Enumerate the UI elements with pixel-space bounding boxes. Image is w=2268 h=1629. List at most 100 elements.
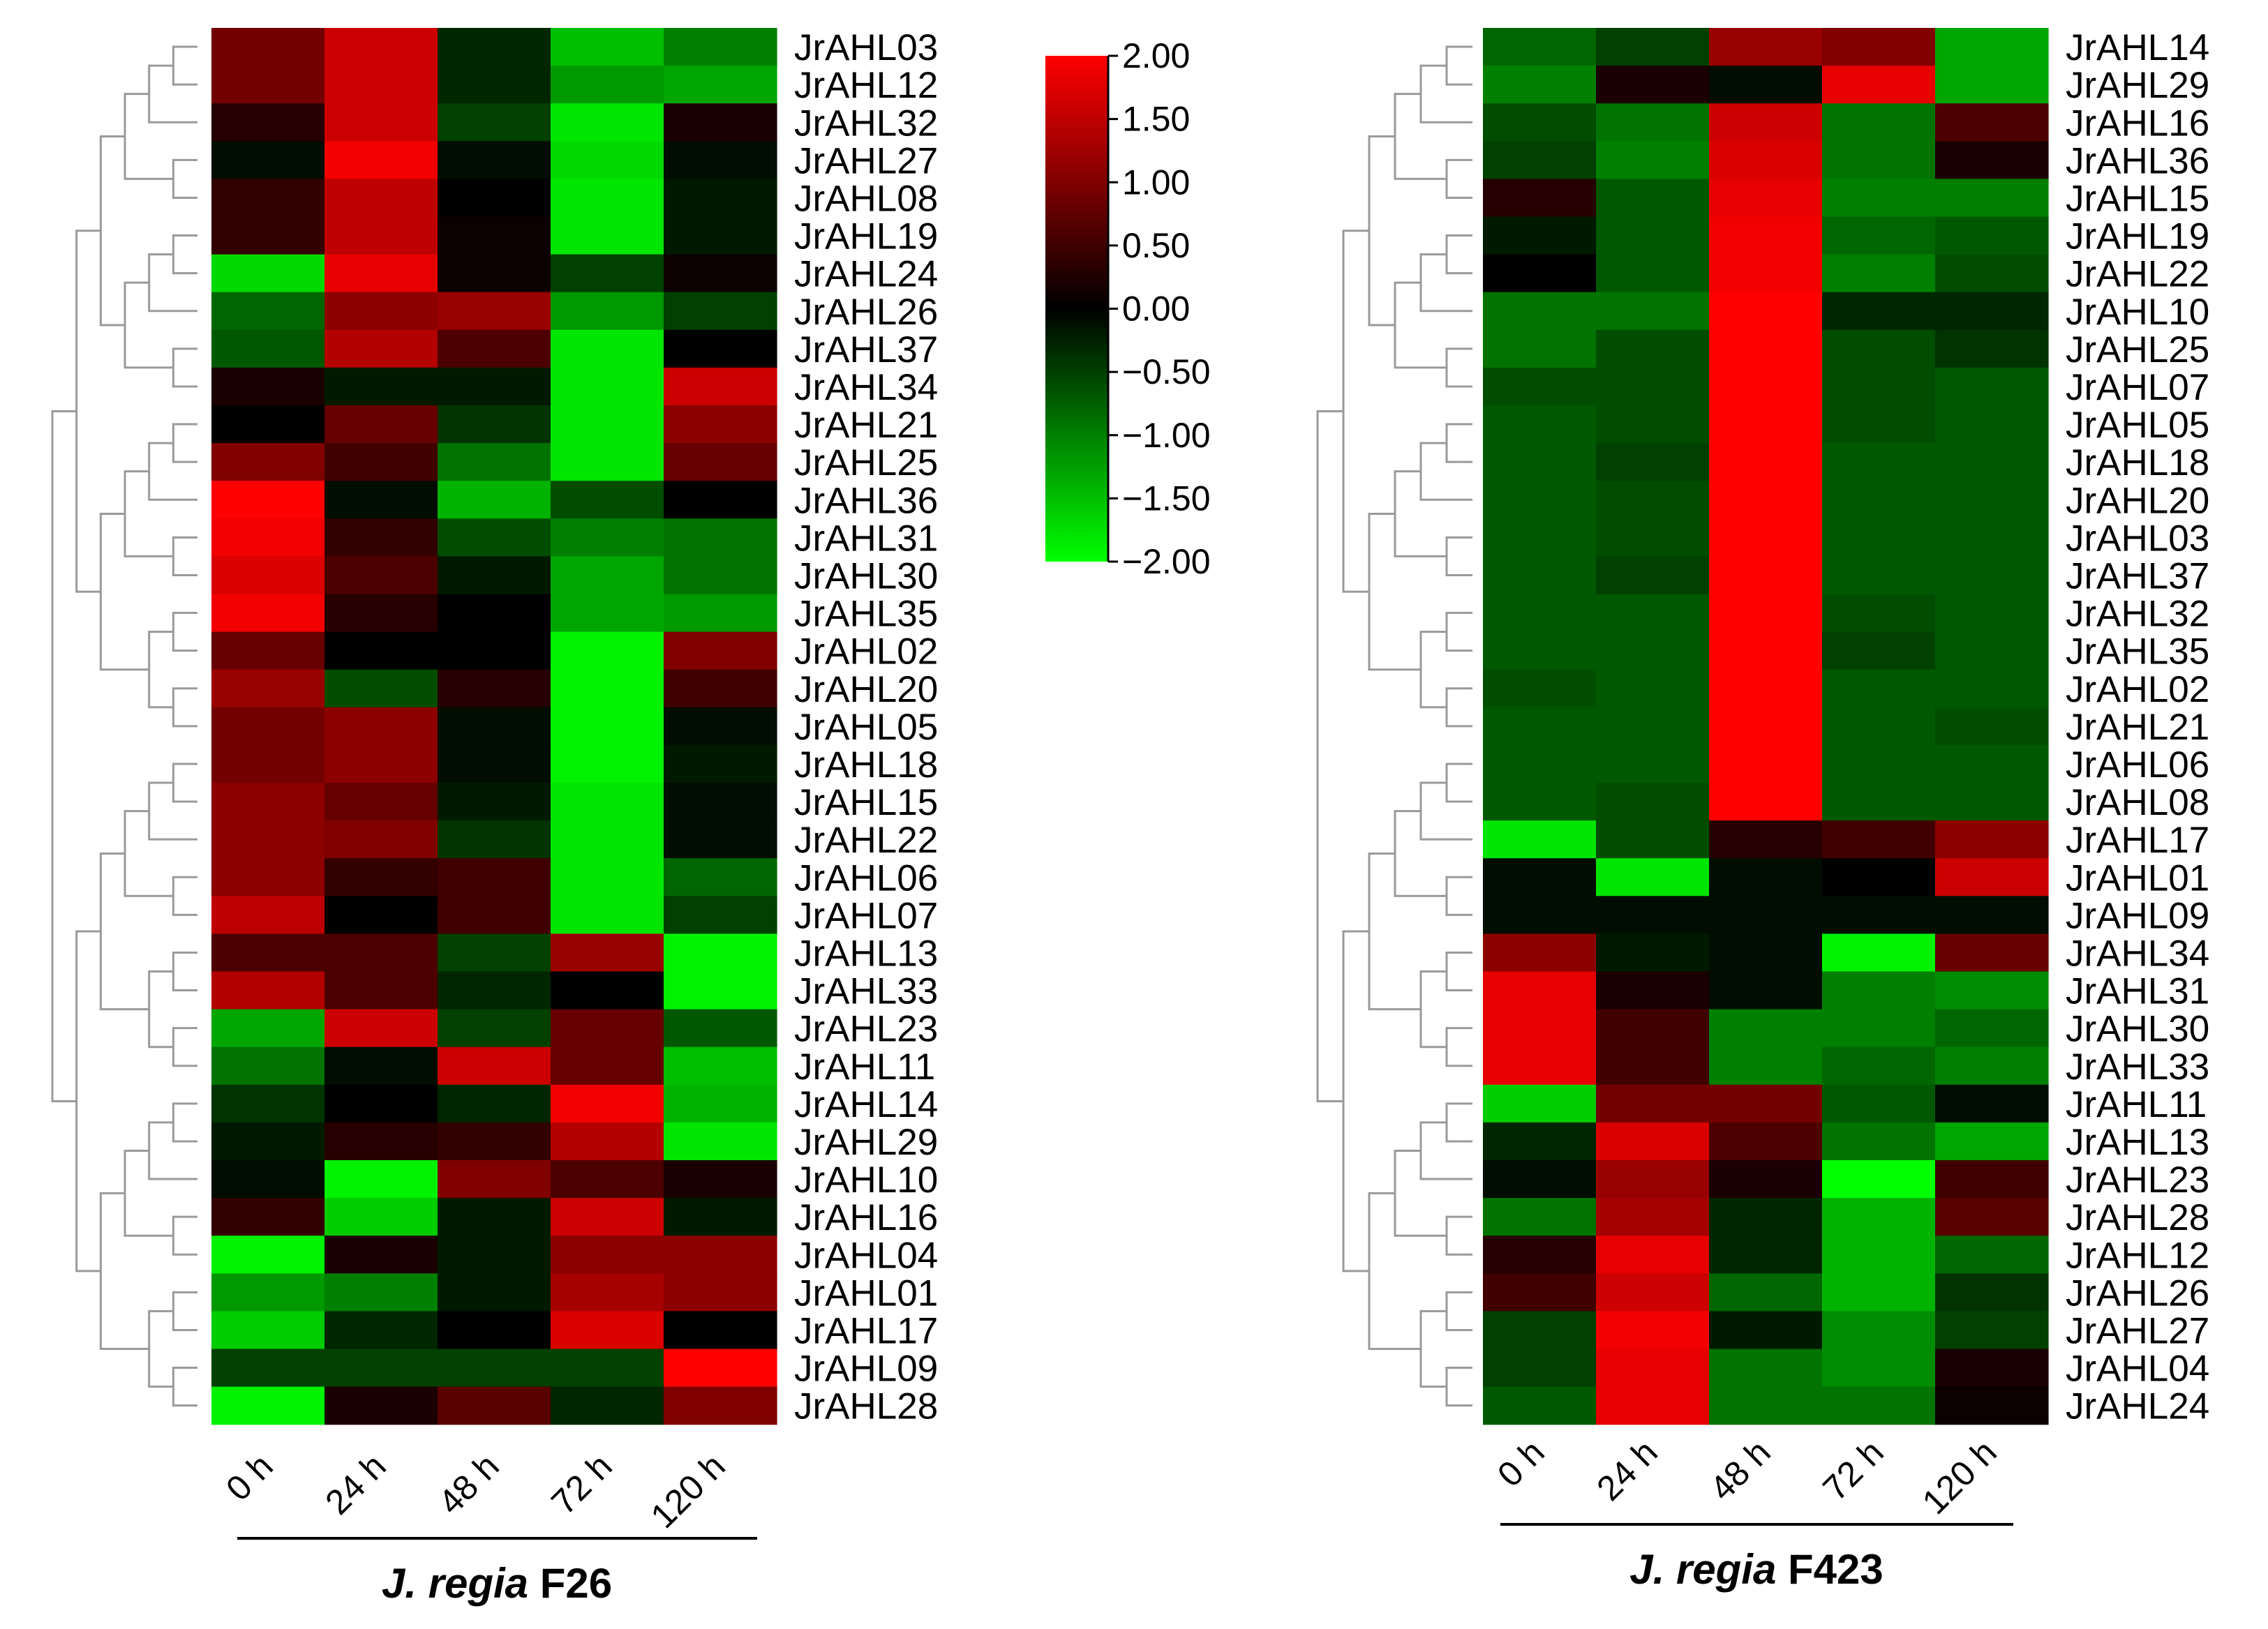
heatmap-cell [1483, 1386, 1597, 1425]
row-label: JrAHL22 [2066, 254, 2209, 295]
dendrogram-branch [148, 442, 197, 501]
heatmap-cell [1709, 254, 1823, 293]
row-label: JrAHL28 [2066, 1197, 2209, 1238]
heatmap-cell [324, 669, 438, 708]
heatmap-cell [1822, 594, 1936, 633]
heatmap-cell [551, 28, 664, 66]
heatmap-cell [551, 66, 664, 104]
row-label: JrAHL35 [2066, 631, 2209, 673]
heatmap-cell [1596, 594, 1710, 633]
heatmap-cell [664, 1273, 777, 1312]
dendrogram-branch [1445, 234, 1472, 275]
heatmap-cell [551, 1046, 664, 1086]
row-label: JrAHL12 [2066, 1235, 2209, 1276]
heatmap-cell [551, 1122, 664, 1161]
row-label: JrAHL17 [794, 1310, 938, 1351]
heatmap-cell [1935, 707, 2049, 746]
heatmap-cell [211, 518, 325, 557]
heatmap-cell [1822, 518, 1936, 557]
heatmap-cell [1709, 216, 1823, 255]
heatmap-cell [438, 631, 551, 670]
row-label: JrAHL05 [794, 707, 938, 748]
heatmap-cell [1709, 971, 1823, 1010]
heatmap-cell [664, 744, 777, 783]
row-label: JrAHL33 [794, 971, 938, 1012]
dendrogram-branch [75, 230, 101, 593]
heatmap-cell [551, 481, 664, 519]
heatmap-cell [324, 1236, 438, 1274]
heatmap-cell [1935, 971, 2049, 1010]
heatmap-cell [664, 1009, 777, 1048]
heatmap-cell [211, 179, 325, 218]
heatmap-cell [1596, 933, 1710, 973]
row-label: JrAHL06 [2066, 744, 2209, 786]
heatmap-cell [324, 971, 438, 1010]
dendrogram-branch [1445, 423, 1472, 463]
dendrogram-branch [172, 45, 197, 86]
heatmap-cell [551, 971, 664, 1010]
heatmap-cell [551, 1236, 664, 1274]
heatmap-cell [324, 103, 438, 142]
heatmap-cell [324, 1386, 438, 1425]
heatmap-cell [211, 820, 325, 859]
column-label: 0 h [1490, 1432, 1552, 1494]
heatmap-cell [1596, 443, 1710, 481]
dendrogram-branch [1445, 1102, 1472, 1143]
dendrogram-branch [1368, 135, 1395, 326]
heatmap-cell [1935, 1236, 2049, 1274]
dendrogram-branch [1445, 763, 1472, 803]
heatmap-cell [1935, 594, 2049, 633]
dendrogram-branch [172, 612, 197, 652]
heatmap-cell [1935, 141, 2049, 179]
row-label: JrAHL26 [794, 292, 938, 333]
heatmap-cell [1935, 481, 2049, 519]
heatmap-cell [1935, 669, 2049, 708]
heatmap-cell [438, 1386, 551, 1425]
row-label: JrAHL36 [2066, 140, 2209, 181]
row-label: JrAHL10 [2066, 292, 2209, 333]
heatmap-cell [438, 1349, 551, 1388]
heatmap-cell [664, 66, 777, 104]
heatmap-cell [324, 1046, 438, 1086]
heatmap-cell [1709, 594, 1823, 633]
row-label: JrAHL18 [794, 744, 938, 786]
row-label: JrAHL37 [794, 329, 938, 370]
heatmap-cell [1822, 216, 1936, 255]
heatmap-cell [1596, 179, 1710, 218]
column-label: 72 h [1815, 1432, 1890, 1508]
heatmap-cell [1935, 556, 2049, 595]
heatmap-cell [1822, 1311, 1936, 1350]
heatmap-cell [1483, 1311, 1597, 1350]
heatmap-cell [324, 707, 438, 746]
heatmap-cell [1822, 744, 1936, 783]
heatmap-cell [1596, 1311, 1710, 1350]
dendrogram-branch [1419, 970, 1447, 1049]
heatmap-cell [551, 1386, 664, 1425]
heatmap-cell [551, 1273, 664, 1312]
panel-title: J. regia F26 [382, 1560, 612, 1607]
heatmap-cell [664, 103, 777, 142]
heatmap-cell [438, 405, 551, 444]
heatmap-cell [438, 896, 551, 934]
column-label: 24 h [1589, 1432, 1664, 1508]
heatmap-cell [211, 481, 325, 519]
row-label: JrAHL21 [794, 405, 938, 446]
heatmap-cell [1596, 858, 1710, 896]
row-label: JrAHL03 [2066, 518, 2209, 559]
heatmap-cell [664, 329, 777, 368]
column-label: 0 h [218, 1446, 281, 1508]
row-label: JrAHL09 [2066, 895, 2209, 936]
dendrogram-branch [1445, 536, 1472, 576]
row-label: JrAHL30 [2066, 1009, 2209, 1050]
heatmap-cell [551, 405, 664, 444]
row-label: JrAHL17 [2066, 820, 2209, 861]
heatmap-cell [551, 669, 664, 708]
heatmap-cell [1596, 1122, 1710, 1161]
row-label: JrAHL23 [2066, 1159, 2209, 1201]
heatmap-cell [1822, 896, 1936, 934]
heatmap-cell [1709, 933, 1823, 973]
dendrogram-branch [1342, 230, 1369, 593]
heatmap-cell [551, 518, 664, 557]
legend-tick-label: −0.50 [1122, 352, 1211, 391]
heatmap-cell [1483, 820, 1597, 859]
